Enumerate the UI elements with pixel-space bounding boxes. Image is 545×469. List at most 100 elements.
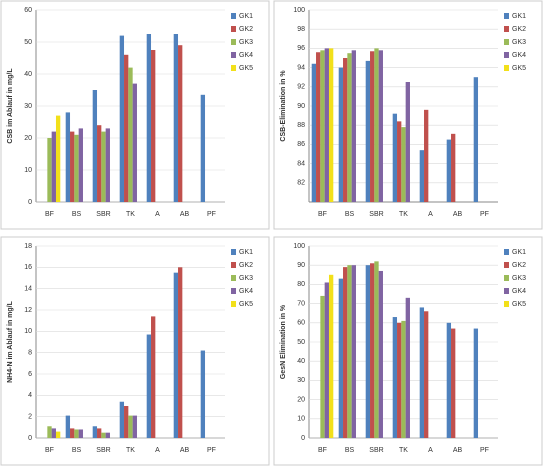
legend-swatch (231, 26, 236, 32)
legend-label: GK5 (512, 301, 526, 308)
bar (397, 121, 402, 202)
x-tick-label: BF (318, 211, 327, 218)
bar (316, 52, 321, 202)
x-tick-label: A (155, 211, 160, 218)
bar (343, 58, 348, 202)
legend-swatch (504, 52, 509, 58)
bar (370, 263, 375, 438)
bar (119, 401, 125, 438)
x-tick-label: PF (207, 447, 216, 454)
bar (78, 429, 83, 438)
bar (397, 322, 402, 438)
bar (405, 297, 410, 438)
y-tick-label: 10 (297, 416, 305, 423)
x-tick-label: TK (126, 447, 135, 454)
y-tick-label: 100 (293, 243, 305, 250)
y-tick-label: 70 (297, 300, 305, 307)
bar (101, 131, 106, 202)
bar (347, 265, 352, 438)
x-tick-label: TK (126, 211, 135, 218)
x-tick-label: BS (72, 447, 82, 454)
y-tick-label: 96 (297, 45, 305, 52)
legend-label: GK2 (512, 262, 526, 269)
bar (151, 50, 156, 202)
bar (374, 48, 379, 203)
chart: 0 10 20 30 40 50 60 CSB im Ablauf in mg/L BF BS SB… (0, 0, 270, 230)
y-tick-label: 88 (297, 122, 305, 129)
legend-label: GK1 (239, 13, 253, 20)
bar (132, 415, 137, 438)
bar (320, 295, 325, 438)
y-tick-label: 50 (297, 339, 305, 346)
bar (92, 90, 98, 202)
frame (273, 0, 543, 230)
bar (351, 50, 356, 202)
bar (70, 428, 75, 438)
legend-swatch (231, 288, 236, 294)
legend-swatch (231, 262, 236, 268)
bar (405, 82, 410, 202)
legend-swatch (231, 39, 236, 45)
legend-swatch (504, 26, 509, 32)
x-tick-label: SBR (369, 447, 383, 454)
y-tick-label: 14 (24, 286, 32, 293)
bar (74, 429, 79, 438)
chart: 0 10 20 30 40 50 60 70 80 90 100 GesN Elimination i… (273, 236, 543, 466)
y-axis-label: CSB im Ablauf in mg/L (7, 68, 14, 144)
legend-swatch (504, 65, 509, 71)
legend-swatch (504, 39, 509, 45)
y-tick-label: 0 (28, 435, 32, 442)
y-tick-label: 20 (24, 135, 32, 142)
bar (92, 426, 98, 438)
y-tick-label: 6 (28, 371, 32, 378)
y-tick-label: 50 (24, 39, 32, 46)
bar (378, 50, 383, 202)
x-tick-label: SBR (96, 211, 110, 218)
bar (151, 316, 156, 438)
x-tick-label: A (428, 447, 433, 454)
y-tick-label: 80 (297, 281, 305, 288)
bar (473, 77, 479, 202)
bar (328, 274, 334, 438)
y-tick-label: 0 (28, 199, 32, 206)
bar (124, 54, 129, 202)
chart: 0 2 4 6 8 10 12 14 16 18 NH4-N im Ablauf in mg/L BF… (0, 236, 270, 466)
x-tick-label: AB (180, 211, 190, 218)
bar (343, 267, 348, 438)
bar (338, 67, 344, 202)
bar (446, 322, 452, 438)
y-tick-label: 100 (293, 7, 305, 14)
legend-swatch (231, 301, 236, 307)
legend-label: GK5 (239, 301, 253, 308)
x-tick-label: AB (180, 447, 190, 454)
legend-swatch (504, 249, 509, 255)
bar (328, 48, 334, 203)
y-tick-label: 20 (297, 396, 305, 403)
legend-swatch (504, 301, 509, 307)
bar (200, 350, 206, 438)
legend-swatch (504, 275, 509, 281)
x-tick-label: BS (345, 211, 355, 218)
y-tick-label: 94 (297, 64, 305, 71)
y-axis-label: GesN Elimination in % (280, 304, 287, 379)
bar (51, 428, 56, 438)
bar (401, 320, 406, 438)
legend-swatch (231, 275, 236, 281)
bar (351, 265, 356, 438)
y-axis-label: CSB-Elimination in % (280, 70, 287, 142)
bar (78, 128, 83, 202)
bar (392, 113, 398, 202)
bar (419, 307, 425, 438)
bar (55, 115, 61, 202)
bar (451, 328, 456, 438)
y-tick-label: 30 (24, 103, 32, 110)
bar (424, 109, 429, 202)
bar (105, 432, 110, 438)
bar (146, 34, 152, 202)
y-tick-label: 10 (24, 328, 32, 335)
legend-label: GK4 (239, 52, 253, 59)
bar (446, 139, 452, 202)
legend-label: GK1 (512, 13, 526, 20)
y-tick-label: 60 (297, 320, 305, 327)
